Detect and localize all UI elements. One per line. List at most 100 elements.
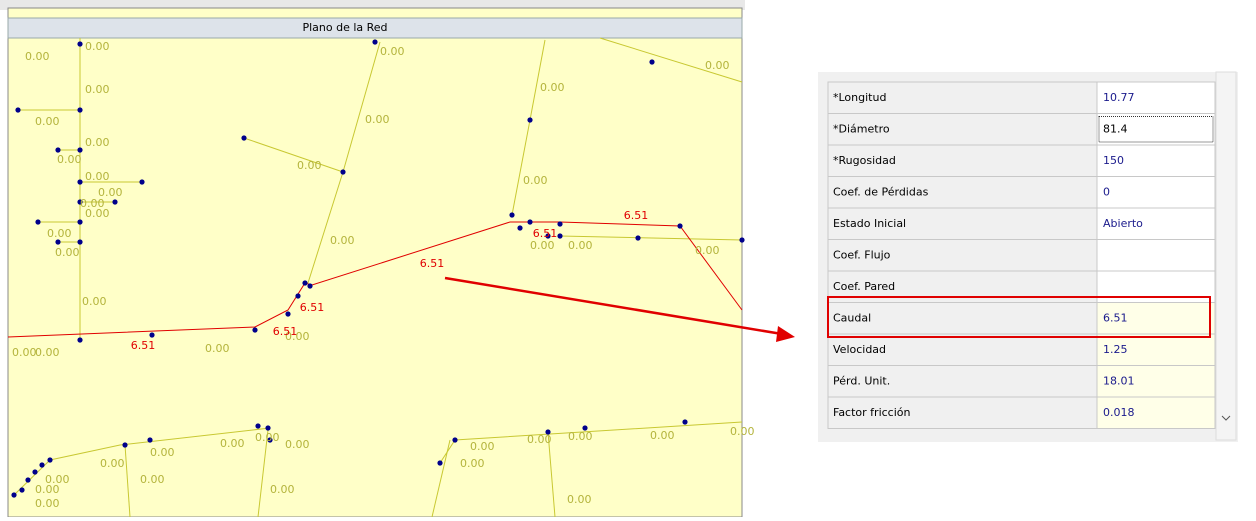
- pipe-label: 0.00: [85, 207, 110, 220]
- junction: [55, 239, 61, 245]
- junction: [77, 41, 83, 47]
- junction: [149, 332, 155, 338]
- pipe-label: 0.00: [523, 174, 548, 187]
- property-table: *Longitud 10.77 *Diámetro 81.4 *Rugosidad 150…: [827, 81, 1216, 429]
- pipe-label: 0.00: [100, 457, 125, 470]
- pipe: [547, 431, 556, 518]
- property-value: Abierto: [1103, 217, 1143, 230]
- pipe-label: 0.00: [567, 493, 592, 506]
- junction: [677, 223, 683, 229]
- scrollbar: [1215, 71, 1237, 441]
- junction: [19, 487, 25, 493]
- pipe-label: 0.00: [568, 239, 593, 252]
- pipe-label: 0.00: [35, 483, 60, 496]
- junction: [265, 425, 271, 431]
- property-value: 150: [1103, 154, 1124, 167]
- map-area: [7, 7, 743, 518]
- pipe-label: 0.00: [35, 497, 60, 510]
- junction: [295, 293, 301, 299]
- pipe-label: 0.00: [45, 473, 70, 486]
- edit-box: [1098, 116, 1214, 143]
- property-value: 10.77: [1103, 91, 1135, 104]
- junction: [340, 169, 346, 175]
- value-cell: [1096, 396, 1216, 429]
- value-cell: [1096, 207, 1216, 240]
- pipe: [257, 429, 269, 518]
- pipe: [599, 37, 743, 83]
- pipe-label: 0.00: [85, 136, 110, 149]
- property-name: Coef. Flujo: [833, 248, 891, 261]
- junction: [77, 107, 83, 113]
- junction: [77, 147, 83, 153]
- name-cell: [827, 333, 1098, 366]
- junction: [15, 107, 21, 113]
- flow-label: 6.51: [420, 257, 445, 270]
- pipe: [243, 137, 344, 173]
- value-cell: [1096, 144, 1216, 177]
- junction: [77, 239, 83, 245]
- pipe-label: 0.00: [220, 437, 245, 450]
- name-cell: [827, 81, 1098, 114]
- value-cell: [1096, 365, 1216, 398]
- junction: [77, 199, 83, 205]
- name-cell: [827, 144, 1098, 177]
- pipe-label: 0.00: [470, 440, 495, 453]
- pipe-label: 0.00: [285, 438, 310, 451]
- junction: [285, 311, 291, 317]
- flow-label: 6.51: [131, 339, 156, 352]
- junction: [545, 429, 551, 435]
- value-cell: [1096, 333, 1216, 366]
- pipe: [559, 235, 743, 241]
- junction: [55, 147, 61, 153]
- property-value: 6.51: [1103, 311, 1128, 324]
- property-value: 0: [1103, 185, 1110, 198]
- pipe-label: 0.00: [140, 473, 165, 486]
- pipe-label: 0.00: [150, 446, 175, 459]
- pipe-label: 0.00: [85, 83, 110, 96]
- junction: [582, 425, 588, 431]
- junction: [452, 437, 458, 443]
- arrow-head: [776, 326, 795, 342]
- name-cell: [827, 302, 1098, 335]
- junction: [307, 283, 313, 289]
- pipe-label: 0.00: [270, 483, 295, 496]
- pipe-label: 0.00: [85, 40, 110, 53]
- pipe-label: 0.00: [35, 346, 60, 359]
- pipe-label: 0.00: [695, 244, 720, 257]
- value-cell: [1096, 81, 1216, 114]
- value-cell: [1096, 239, 1216, 272]
- junction: [635, 235, 641, 241]
- pipe-label: 0.00: [205, 342, 230, 355]
- junction: [77, 219, 83, 225]
- property-name: *Longitud: [833, 91, 886, 104]
- name-cell: [827, 207, 1098, 240]
- pipe-label: 0.00: [705, 59, 730, 72]
- flow-label: 6.51: [533, 227, 558, 240]
- pipe-label: 0.00: [297, 159, 322, 172]
- name-cell: [827, 176, 1098, 209]
- pipe-label: 0.00: [255, 431, 280, 444]
- pipe-label: 0.00: [57, 153, 82, 166]
- map-labels: 0.000.00 0.000.000.00 0.000.00 0.000.000.00…: [12, 40, 755, 510]
- junction: [302, 280, 308, 286]
- junction: [77, 337, 83, 343]
- junction: [557, 233, 563, 239]
- property-value: 18.01: [1103, 374, 1135, 387]
- junction: [252, 327, 258, 333]
- pipe-label: 0.00: [82, 295, 107, 308]
- pipe-label: 0.00: [55, 246, 80, 259]
- highlight-box: [827, 296, 1211, 338]
- pipe-label: 0.00: [527, 433, 552, 446]
- pipe-label: 0.00: [35, 115, 60, 128]
- pipe-label: 0.00: [285, 330, 310, 343]
- junction: [25, 477, 31, 483]
- scroll-down-arrow[interactable]: [1221, 415, 1231, 421]
- value-cell: [1096, 302, 1216, 335]
- junction: [649, 59, 655, 65]
- junction: [241, 135, 247, 141]
- junction: [739, 237, 745, 243]
- property-name: *Diámetro: [833, 122, 890, 135]
- flow-label: 6.51: [273, 325, 298, 338]
